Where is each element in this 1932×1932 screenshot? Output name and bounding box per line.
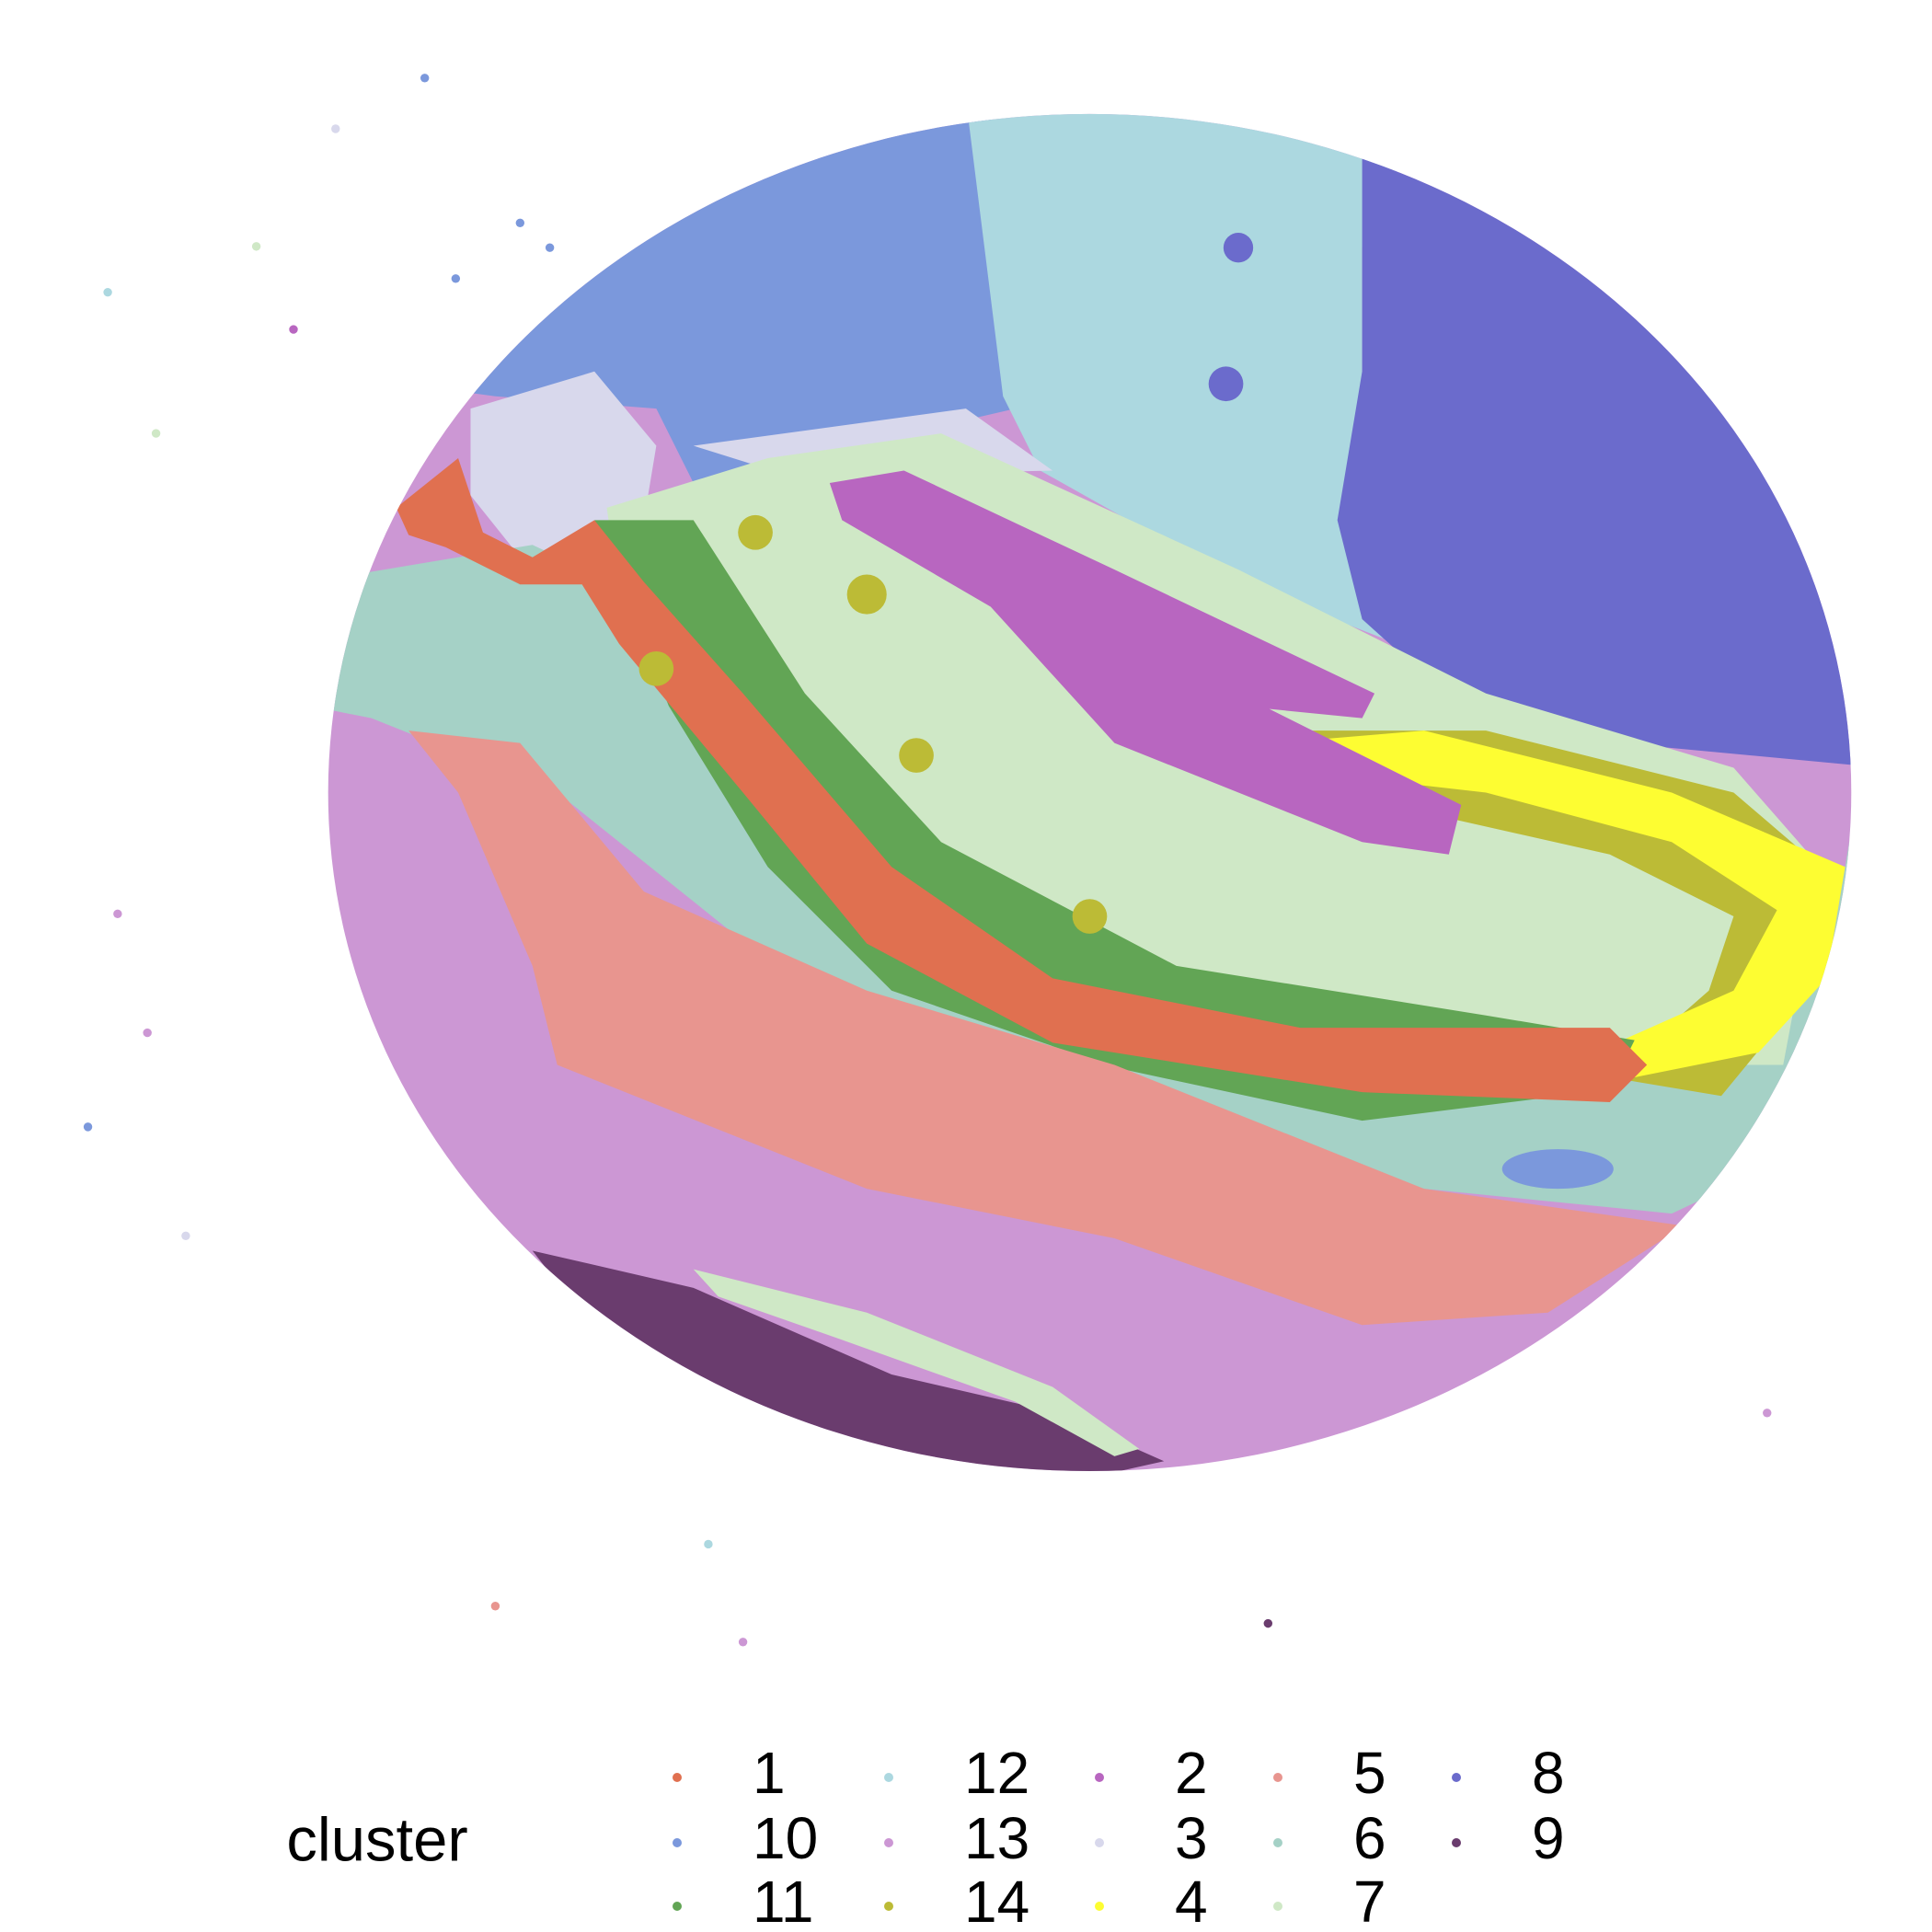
legend-label: 14: [964, 1869, 1029, 1932]
legend-label: 6: [1353, 1805, 1386, 1871]
cluster-region: [829, 470, 1462, 855]
cluster-region: [738, 514, 773, 550]
outlier-point: [490, 1602, 500, 1611]
legend-key: [884, 1773, 893, 1782]
legend-key: [884, 1838, 893, 1847]
legend-label: 2: [1175, 1740, 1208, 1806]
legend-label: 3: [1175, 1805, 1208, 1871]
legend-label: 7: [1353, 1869, 1386, 1932]
legend-label: 13: [964, 1805, 1029, 1871]
legend-key: [1273, 1773, 1282, 1782]
legend-label: 9: [1532, 1805, 1565, 1871]
outlier-point: [289, 325, 298, 334]
outlier-point: [451, 274, 461, 283]
legend-key: [673, 1773, 682, 1782]
outlier-point: [738, 1638, 748, 1647]
legend-key: [1095, 1902, 1104, 1911]
legend-label: 8: [1532, 1740, 1565, 1806]
legend-key: [1095, 1773, 1104, 1782]
outlier-point: [704, 1539, 713, 1549]
outlier-point: [151, 429, 161, 438]
cluster-region: [408, 730, 1685, 1326]
tissue: [328, 113, 1852, 1472]
legend-key: [673, 1902, 682, 1911]
legend-label: 11: [753, 1869, 813, 1932]
outlier-point: [103, 287, 112, 297]
outlier-point: [420, 74, 430, 83]
legend-label: 1: [753, 1740, 786, 1806]
outlier-point: [113, 909, 122, 919]
cluster-region: [1223, 233, 1254, 263]
outlier-point: [143, 1028, 152, 1038]
cluster-region: [1072, 899, 1108, 934]
outlier-point: [251, 242, 261, 251]
legend-label: 12: [964, 1740, 1029, 1806]
cluster-region: [638, 650, 674, 686]
outlier-point: [181, 1231, 190, 1241]
legend-key: [884, 1902, 893, 1911]
legend-key: [1273, 1902, 1282, 1911]
plot-area: [83, 74, 1852, 1647]
cluster-region: [532, 1250, 1165, 1472]
cluster-region: [1501, 1149, 1614, 1190]
legend-label: 5: [1353, 1740, 1386, 1806]
legend-label: 4: [1175, 1869, 1208, 1932]
cluster-region: [899, 738, 934, 773]
legend-label: 10: [753, 1805, 818, 1871]
cluster-region: [396, 458, 1648, 1102]
cluster-region: [1275, 730, 1846, 1078]
outlier-point: [83, 1122, 93, 1132]
outlier-point: [515, 218, 525, 227]
cluster-region: [693, 1269, 1140, 1456]
legend-key: [673, 1838, 682, 1847]
cluster-region: [1208, 366, 1244, 402]
outlier-point: [545, 243, 555, 252]
outliers: [83, 74, 1772, 1647]
outlier-point: [1763, 1409, 1772, 1418]
outlier-point: [331, 124, 340, 133]
legend-key: [1273, 1838, 1282, 1847]
legend-title: cluster: [286, 1806, 467, 1875]
legend-key: [1452, 1838, 1461, 1847]
legend-key: [1452, 1773, 1461, 1782]
cluster-region: [846, 574, 887, 615]
outlier-point: [1263, 1618, 1273, 1628]
legend-key: [1095, 1838, 1104, 1847]
